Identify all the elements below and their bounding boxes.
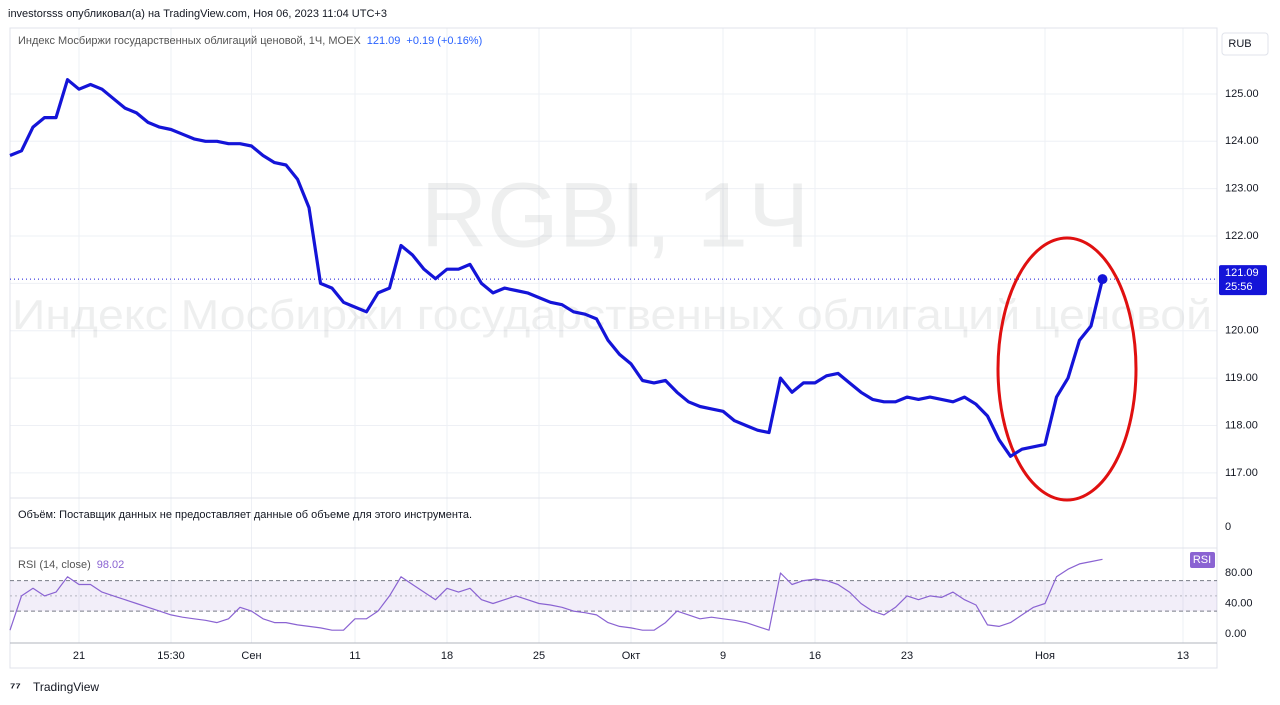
chart-frame <box>9 27 1218 669</box>
last-point <box>1097 274 1108 285</box>
y-tick-label: 80.00 <box>1225 567 1253 579</box>
footer: TradingView <box>33 680 99 694</box>
price-tag <box>1219 265 1267 296</box>
watermark: RGBI, 1Ч <box>421 164 810 266</box>
y-tick-label: 124.00 <box>1225 135 1259 147</box>
x-tick-label: Окт <box>622 650 641 662</box>
x-tick-label: 11 <box>349 650 360 662</box>
price-tag-countdown: 25:56 <box>1225 281 1253 293</box>
x-tick-label: 18 <box>441 650 453 662</box>
y-tick-label: 125.00 <box>1225 88 1259 100</box>
y-tick-label: 117.00 <box>1225 467 1258 479</box>
currency[interactable]: RUB <box>1228 38 1251 50</box>
x-tick-label: 16 <box>809 650 821 662</box>
logo: ⁷⁷ <box>10 679 21 694</box>
x-tick-label: 23 <box>901 650 913 662</box>
watermark-subtitle: Индекс Мосбиржи государственных облигаци… <box>12 291 1212 338</box>
rsi-badge <box>1190 552 1215 568</box>
x-tick-label: Сен <box>241 650 261 662</box>
series-line <box>9 78 1105 458</box>
volume-tick-label: 0 <box>1225 521 1231 533</box>
header: investorsss опубликовал(а) на TradingVie… <box>8 8 387 20</box>
legend-value: 121.09 <box>367 35 401 47</box>
x-tick-label: 9 <box>720 650 726 662</box>
x-tick-label: 15:30 <box>157 650 185 662</box>
y-tick-label: 0.00 <box>1225 628 1246 640</box>
logo-mark: ⁷⁷ <box>10 679 21 694</box>
rsi-legend-name: RSI (14, close) <box>18 559 91 571</box>
legend-change: +0.19 (+0.16%) <box>406 35 482 47</box>
x-tick-label: 13 <box>1177 650 1189 662</box>
y-tick-label: 122.00 <box>1225 230 1259 242</box>
grid <box>10 28 1217 643</box>
volume-note: Объём: Поставщик данных не предоставляет… <box>18 509 472 521</box>
legend: Индекс Мосбиржи государственных облигаци… <box>18 35 482 47</box>
rsi-legend: RSI (14, close) 98.02 <box>18 559 124 571</box>
highlight-ellipse <box>996 236 1138 502</box>
legend-title: Индекс Мосбиржи государственных облигаци… <box>18 35 361 47</box>
y-tick-label: 123.00 <box>1225 183 1259 195</box>
currency-button[interactable] <box>1221 32 1269 56</box>
x-tick-label: 25 <box>533 650 545 662</box>
y-tick-label: 40.00 <box>1225 597 1253 609</box>
rsi-badge-label: RSI <box>1193 554 1211 566</box>
rsi-legend-value: 98.02 <box>97 559 125 571</box>
y-tick-label: 119.00 <box>1225 372 1258 384</box>
y-tick-label: 118.00 <box>1225 419 1258 431</box>
series-line <box>9 558 1103 631</box>
x-tick-label: Ноя <box>1035 650 1055 662</box>
price-tag-value: 121.09 <box>1225 267 1259 279</box>
x-tick-label: 21 <box>73 650 85 662</box>
y-tick-label: 120.00 <box>1225 325 1259 337</box>
